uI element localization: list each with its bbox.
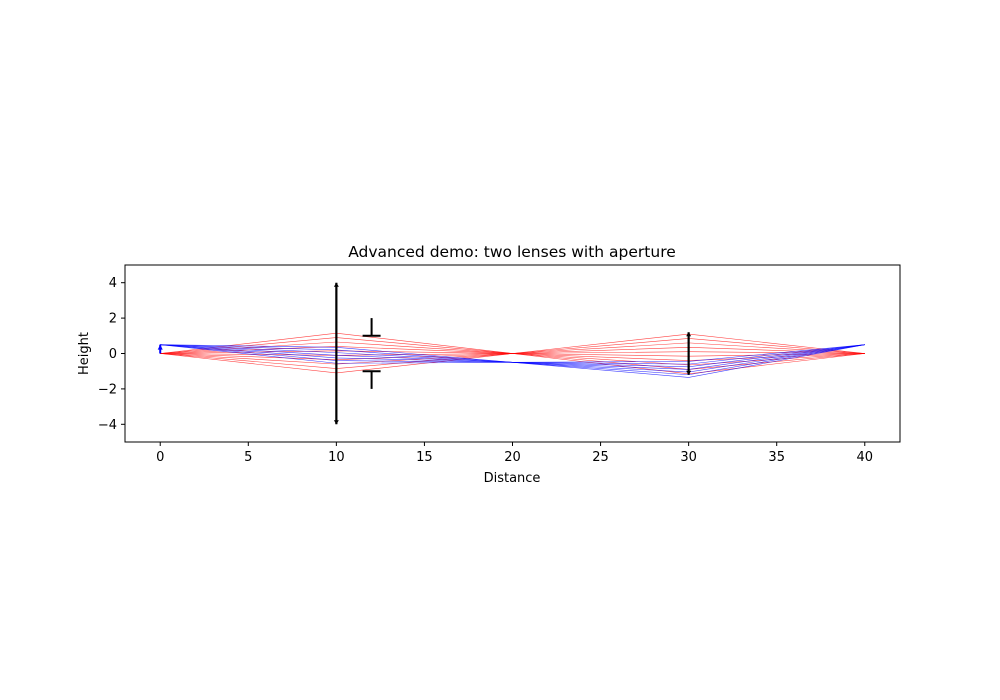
lens-arrowhead-top [333, 282, 339, 287]
x-tick-label: 35 [768, 450, 785, 465]
x-tick-label: 0 [156, 450, 164, 465]
x-tick-label: 10 [328, 450, 345, 465]
lens-arrowhead-bottom [686, 370, 692, 375]
y-tick-label: 4 [109, 276, 117, 291]
chart-title: Advanced demo: two lenses with aperture [348, 243, 676, 261]
y-axis-title: Height [77, 332, 92, 375]
x-axis: 0 5 10 15 20 25 30 35 40 [156, 442, 873, 465]
y-tick-label: 2 [109, 312, 117, 327]
x-tick-label: 30 [680, 450, 697, 465]
optical-elements-layer [157, 282, 692, 425]
x-axis-title: Distance [484, 471, 541, 486]
lens-arrowhead-top [686, 332, 692, 337]
object-arrowhead [157, 344, 163, 350]
x-tick-label: 15 [416, 450, 433, 465]
x-tick-label: 25 [592, 450, 609, 465]
y-axis: 4 2 0 −2 −4 [98, 276, 125, 433]
rays-layer [160, 332, 865, 378]
ray [160, 344, 865, 378]
x-tick-label: 5 [244, 450, 252, 465]
y-tick-label: −2 [98, 382, 117, 397]
lens-arrowhead-bottom [333, 420, 339, 425]
ray [160, 332, 865, 375]
y-tick-label: 0 [109, 347, 117, 362]
x-tick-label: 40 [856, 450, 873, 465]
x-tick-label: 20 [504, 450, 521, 465]
y-tick-label: −4 [98, 418, 117, 433]
